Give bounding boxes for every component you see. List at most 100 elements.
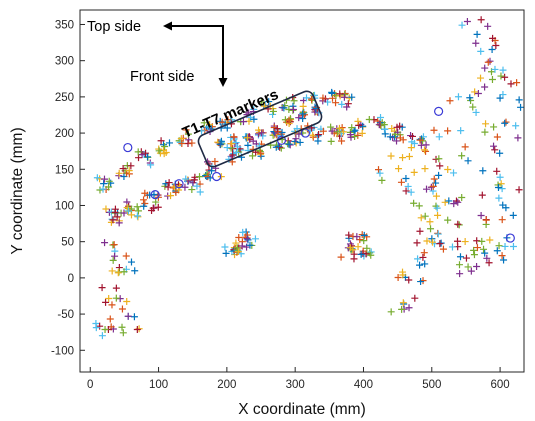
data-point bbox=[498, 216, 506, 224]
data-point bbox=[497, 72, 505, 80]
data-point bbox=[470, 246, 478, 254]
data-point bbox=[462, 254, 470, 262]
data-point bbox=[127, 258, 135, 266]
data-point bbox=[239, 228, 247, 236]
data-point bbox=[358, 129, 366, 137]
data-point bbox=[250, 115, 258, 123]
data-point bbox=[172, 188, 180, 196]
data-point bbox=[481, 128, 489, 136]
data-point bbox=[147, 161, 155, 169]
data-point bbox=[133, 326, 141, 334]
data-point bbox=[328, 88, 336, 96]
data-point bbox=[161, 143, 169, 151]
data-point bbox=[299, 110, 307, 118]
data-point bbox=[200, 119, 208, 127]
data-point bbox=[166, 139, 174, 147]
data-point bbox=[223, 144, 231, 152]
data-point bbox=[461, 143, 469, 151]
data-point bbox=[478, 237, 486, 245]
y-tick-label: 200 bbox=[55, 128, 74, 140]
data-point bbox=[398, 305, 406, 313]
data-point bbox=[493, 133, 501, 141]
data-point bbox=[497, 180, 505, 188]
data-point bbox=[99, 185, 107, 193]
data-point bbox=[290, 97, 298, 105]
data-point bbox=[243, 134, 251, 142]
data-point bbox=[355, 121, 363, 129]
data-point bbox=[285, 116, 293, 124]
data-point bbox=[502, 204, 510, 212]
data-point bbox=[144, 153, 152, 161]
data-point bbox=[257, 149, 265, 157]
data-point bbox=[421, 260, 429, 268]
data-point bbox=[131, 267, 139, 275]
data-point bbox=[498, 252, 506, 260]
data-point bbox=[507, 80, 515, 88]
data-point bbox=[416, 136, 424, 144]
data-point bbox=[251, 235, 259, 243]
data-point bbox=[133, 212, 141, 220]
data-point bbox=[489, 34, 497, 42]
data-point bbox=[421, 212, 429, 220]
data-point bbox=[517, 103, 525, 111]
data-point bbox=[221, 243, 229, 251]
data-point bbox=[481, 64, 489, 72]
data-point bbox=[444, 166, 452, 174]
data-point bbox=[98, 284, 106, 292]
data-point bbox=[259, 132, 267, 140]
data-point bbox=[229, 151, 237, 159]
data-point bbox=[154, 203, 162, 211]
data-point bbox=[111, 208, 119, 216]
data-point bbox=[466, 94, 474, 102]
data-point bbox=[416, 261, 424, 269]
data-point bbox=[224, 116, 232, 124]
data-point bbox=[357, 250, 365, 258]
data-point bbox=[354, 117, 362, 125]
data-point bbox=[402, 174, 410, 182]
data-point bbox=[483, 254, 491, 262]
data-point bbox=[334, 128, 342, 136]
data-point bbox=[96, 186, 104, 194]
data-point bbox=[445, 197, 453, 205]
data-point bbox=[351, 133, 359, 141]
data-point bbox=[429, 238, 437, 246]
y-tick-label: -50 bbox=[57, 309, 74, 321]
data-point bbox=[134, 207, 142, 215]
data-point bbox=[111, 252, 119, 260]
data-point bbox=[474, 89, 482, 97]
data-point bbox=[363, 244, 371, 252]
data-point bbox=[495, 194, 503, 202]
data-point bbox=[444, 127, 452, 135]
data-point bbox=[428, 235, 436, 243]
data-point bbox=[410, 199, 418, 207]
data-point bbox=[496, 149, 504, 157]
data-point bbox=[395, 165, 403, 173]
data-point bbox=[473, 30, 481, 38]
data-point bbox=[512, 122, 520, 130]
data-point bbox=[243, 243, 251, 251]
data-point bbox=[484, 58, 492, 66]
data-point bbox=[446, 97, 454, 105]
data-point bbox=[108, 267, 116, 275]
data-point bbox=[367, 251, 375, 259]
data-point bbox=[356, 236, 364, 244]
data-point bbox=[491, 146, 499, 154]
x-tick-label: 600 bbox=[490, 379, 509, 391]
data-point bbox=[96, 322, 104, 330]
data-point bbox=[458, 194, 466, 202]
data-point bbox=[127, 162, 135, 170]
data-point bbox=[134, 148, 142, 156]
data-point bbox=[295, 114, 303, 122]
data-point bbox=[142, 149, 150, 157]
data-point bbox=[490, 142, 498, 150]
data-point bbox=[501, 73, 509, 81]
data-point bbox=[493, 167, 501, 175]
data-point bbox=[332, 99, 340, 107]
data-point bbox=[482, 216, 490, 224]
arrow-down-head bbox=[218, 78, 228, 87]
data-point bbox=[182, 175, 190, 183]
data-point bbox=[354, 243, 362, 251]
data-point bbox=[405, 276, 413, 284]
data-point bbox=[386, 133, 394, 141]
